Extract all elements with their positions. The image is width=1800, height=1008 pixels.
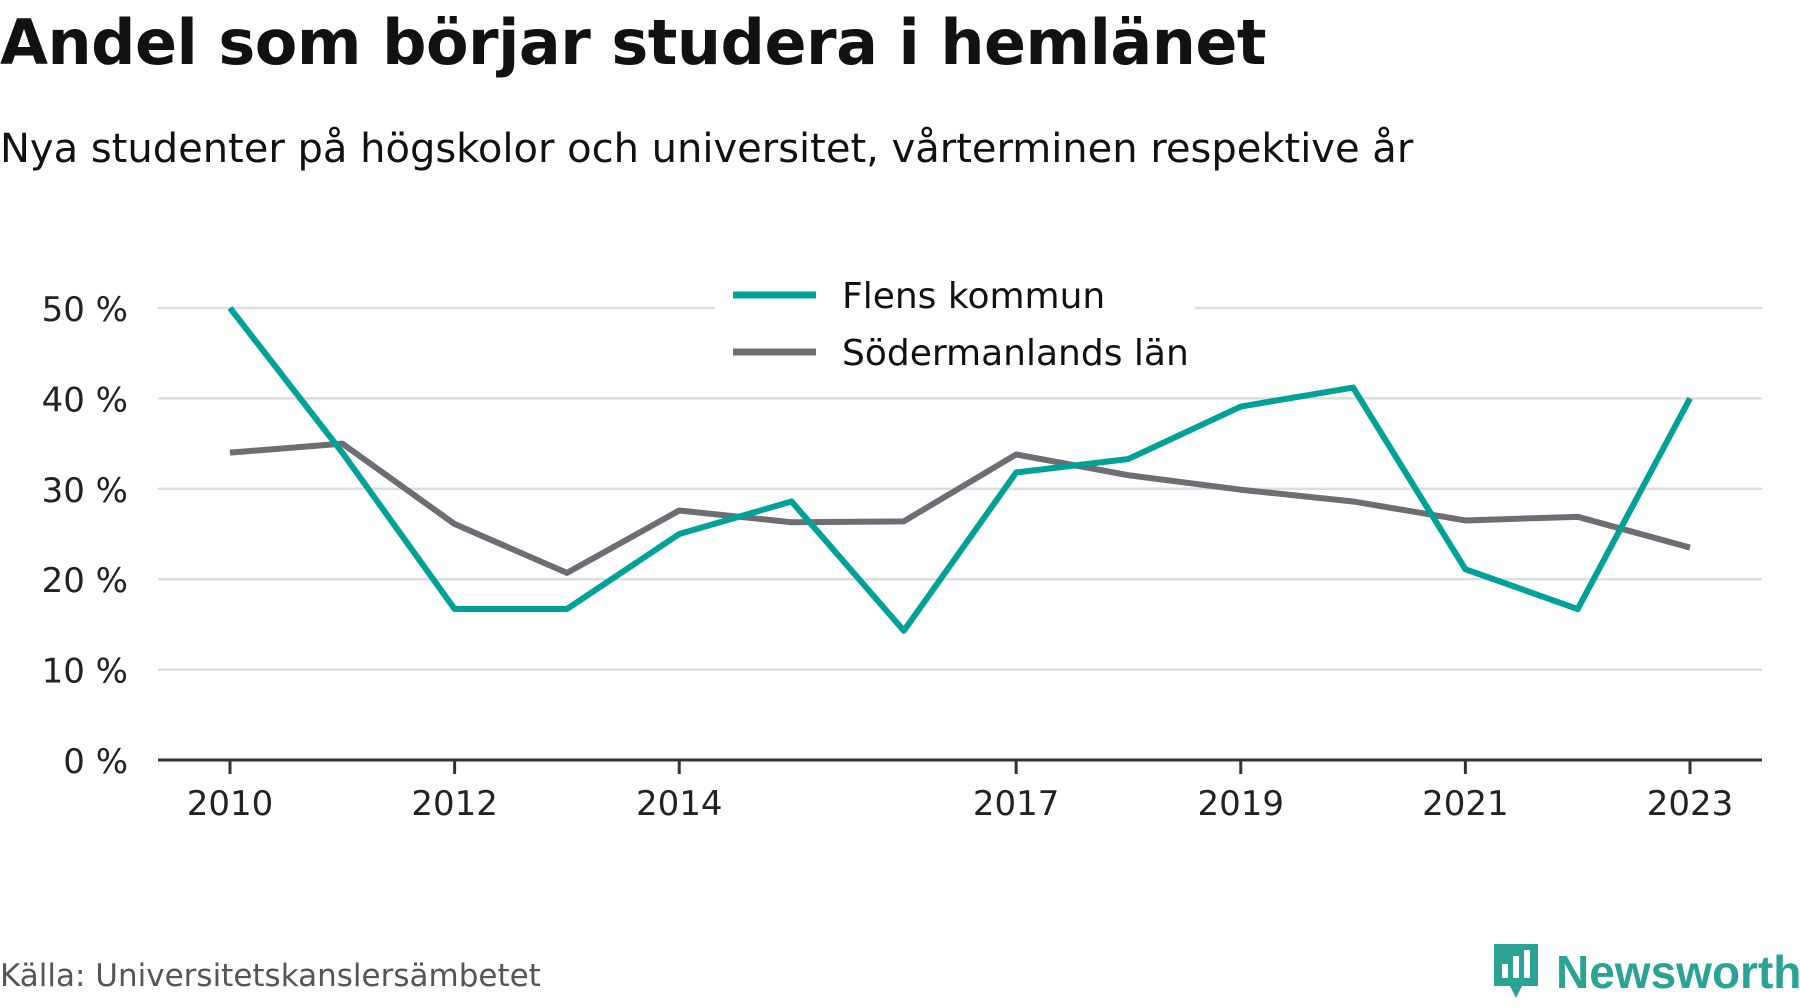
x-axis: 2010 2012 2014 2017 2019 2021 2023 bbox=[158, 758, 1762, 824]
source-note: Källa: Universitetskanslersämbetet bbox=[0, 958, 541, 994]
brand-name: Newsworthy bbox=[1556, 946, 1800, 998]
x-tick-label: 2010 bbox=[187, 784, 274, 824]
chart-title: Andel som börjar studera i hemlänet bbox=[0, 6, 1267, 79]
y-tick-label: 30 % bbox=[42, 471, 128, 511]
x-tick-label: 2012 bbox=[411, 784, 498, 824]
y-tick-label: 0 % bbox=[63, 742, 128, 782]
y-tick-label: 10 % bbox=[42, 652, 128, 692]
y-tick-label: 50 % bbox=[42, 290, 128, 330]
y-axis-ticks: 0 % 10 % 20 % 30 % 40 % 50 % bbox=[42, 290, 128, 782]
x-tick-label: 2019 bbox=[1198, 784, 1285, 824]
legend-label: Flens kommun bbox=[842, 276, 1105, 317]
legend: Flens kommun Södermanlands län bbox=[715, 270, 1195, 385]
newsworthy-logo-icon bbox=[1494, 944, 1538, 998]
series-lines bbox=[227, 306, 1693, 634]
legend-background bbox=[715, 270, 1195, 385]
legend-label: Södermanlands län bbox=[842, 333, 1189, 374]
x-tick-label: 2023 bbox=[1647, 784, 1734, 824]
x-tick-label: 2014 bbox=[636, 784, 723, 824]
series-line-flens-kommun bbox=[227, 306, 1693, 634]
y-tick-label: 40 % bbox=[42, 380, 128, 420]
y-tick-label: 20 % bbox=[42, 561, 128, 601]
series-line-sodermanlands-lan bbox=[229, 440, 1691, 576]
brand-logo[interactable]: Newsworthy bbox=[1490, 936, 1800, 1008]
chart-subtitle: Nya studenter på högskolor och universit… bbox=[0, 126, 1414, 172]
x-tick-label: 2017 bbox=[973, 784, 1060, 824]
x-tick-label: 2021 bbox=[1422, 784, 1509, 824]
